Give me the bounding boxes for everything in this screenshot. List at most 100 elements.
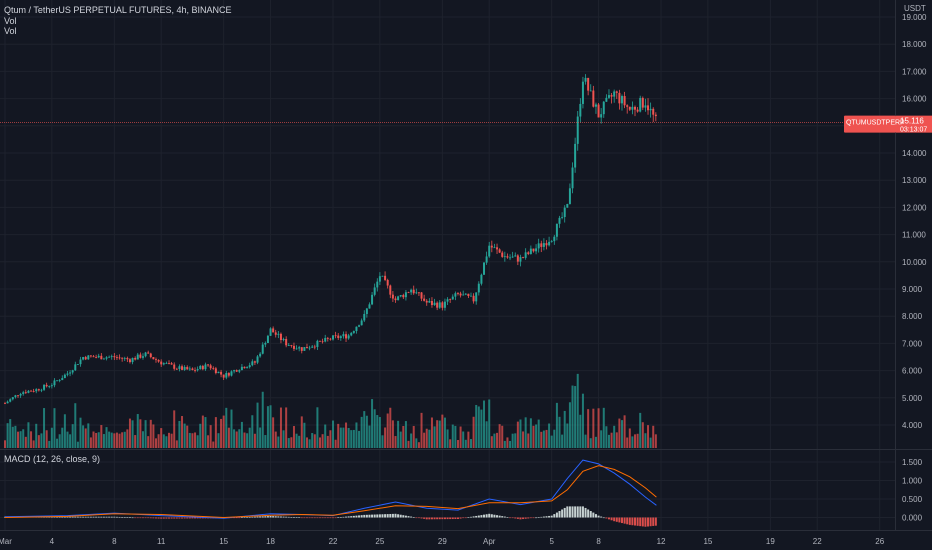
candle-body [225, 373, 228, 378]
candle-body [399, 295, 402, 297]
candle-body [540, 243, 543, 247]
volume-bar [290, 437, 293, 448]
macd-line [4, 459, 657, 519]
macd-histogram-bar [87, 516, 90, 518]
volume-bar [95, 432, 98, 448]
volume-bar [102, 434, 105, 448]
volume-bar [201, 415, 204, 448]
volume-bar [456, 440, 459, 448]
macd-histogram-bar [548, 515, 551, 518]
candle-body [373, 287, 376, 295]
candle-body [222, 374, 225, 378]
volume-bar [110, 432, 113, 448]
candle-body [128, 359, 131, 363]
volume-bar [623, 415, 626, 448]
volume-bar [529, 418, 532, 448]
candle-body [514, 255, 517, 257]
volume-bar [516, 421, 519, 448]
macd-histogram-bar [264, 516, 267, 518]
macd-histogram-bar [279, 516, 282, 518]
candle-body [178, 366, 181, 369]
volume-bar [66, 431, 69, 448]
candle-body [160, 361, 163, 365]
signal-line [4, 465, 657, 519]
candle-body [141, 356, 144, 358]
macd-axis[interactable]: 1.500 1.000 0.500 0.000 [902, 458, 923, 523]
candle-body [149, 353, 152, 358]
candle-body [430, 301, 433, 306]
macd-histogram-bar [469, 516, 472, 518]
volume-bar [17, 431, 20, 448]
macd-histogram-bar [529, 517, 532, 519]
volume-bar [43, 408, 46, 448]
volume-bar [477, 406, 480, 448]
macd-histogram-bar [430, 517, 433, 520]
price-tag: QTUMUSDTPERP 15.116 03:13:07 [844, 115, 932, 134]
macd-histogram-bar [240, 517, 243, 518]
volume-bar [269, 405, 272, 448]
price-axis[interactable]: 19.00018.00017.00016.00015.00014.00013.0… [902, 13, 927, 430]
candle-body [597, 104, 600, 118]
candle-body [613, 91, 616, 97]
macd-histogram-bar [128, 517, 131, 518]
volume-bar [89, 437, 92, 448]
volume-bar [363, 411, 366, 448]
candle-body [115, 357, 118, 359]
volume-bar [644, 433, 647, 448]
volume-bar [394, 436, 397, 448]
macd-histogram-bar [509, 517, 512, 519]
candle-body [628, 106, 631, 110]
price-tick-label: 19.000 [902, 13, 927, 22]
volume-bar [337, 423, 340, 448]
macd-histogram-bar [555, 512, 558, 518]
macd-histogram-bar [157, 517, 160, 519]
candle-body [644, 105, 647, 108]
time-tick-label: 22 [813, 537, 822, 546]
volume-bar [332, 420, 335, 448]
candle-body [555, 223, 558, 237]
volume-bar [561, 434, 564, 448]
candle-body [191, 368, 194, 371]
candlesticks[interactable] [4, 74, 657, 405]
candle-body [649, 108, 652, 111]
macd-histogram-bar [84, 516, 87, 518]
macd-histogram-bar [620, 517, 623, 524]
macd-histogram-bar [339, 517, 342, 518]
volume-bar [256, 402, 259, 448]
volume-bar [464, 439, 467, 448]
macd-histogram-bar [600, 516, 603, 518]
macd-histogram-bar [342, 516, 345, 518]
macd-histogram-bar [131, 517, 134, 519]
candle-body [571, 167, 574, 189]
candle-body [483, 262, 486, 275]
candle-body [412, 289, 415, 294]
candle-body [532, 248, 535, 252]
volume-bar [295, 433, 298, 448]
candle-body [181, 366, 184, 370]
time-axis[interactable]: Mar 4 8 11 15 18 22 25 29 Apr 5 8 12 15 19 22 26 [0, 537, 885, 546]
volume-bar [436, 420, 439, 448]
volume-bar [334, 439, 337, 448]
volume-bar [173, 410, 176, 448]
macd-histogram-bar [345, 516, 348, 518]
symbol-title[interactable]: Qtum / TetherUS PERPETUAL FUTURES, 4h, B… [4, 5, 232, 15]
macd-histogram-bar [496, 515, 499, 518]
volume-bar [56, 438, 59, 448]
volume-bar [506, 437, 509, 448]
candle-body [605, 97, 608, 102]
candle-body [162, 363, 165, 365]
candle-body [576, 116, 579, 144]
macd-histogram-bar [183, 517, 186, 519]
candle-body [152, 357, 155, 360]
candle-body [194, 370, 197, 371]
macd-histogram-bar [456, 517, 459, 519]
volume-bar [264, 435, 267, 448]
candle-body [485, 256, 488, 263]
macd-histogram-bar [352, 515, 355, 518]
candle-body [105, 357, 108, 359]
macd-histogram-bar [300, 517, 303, 519]
macd-histogram-bar [563, 507, 566, 518]
volume-bar [277, 436, 280, 448]
